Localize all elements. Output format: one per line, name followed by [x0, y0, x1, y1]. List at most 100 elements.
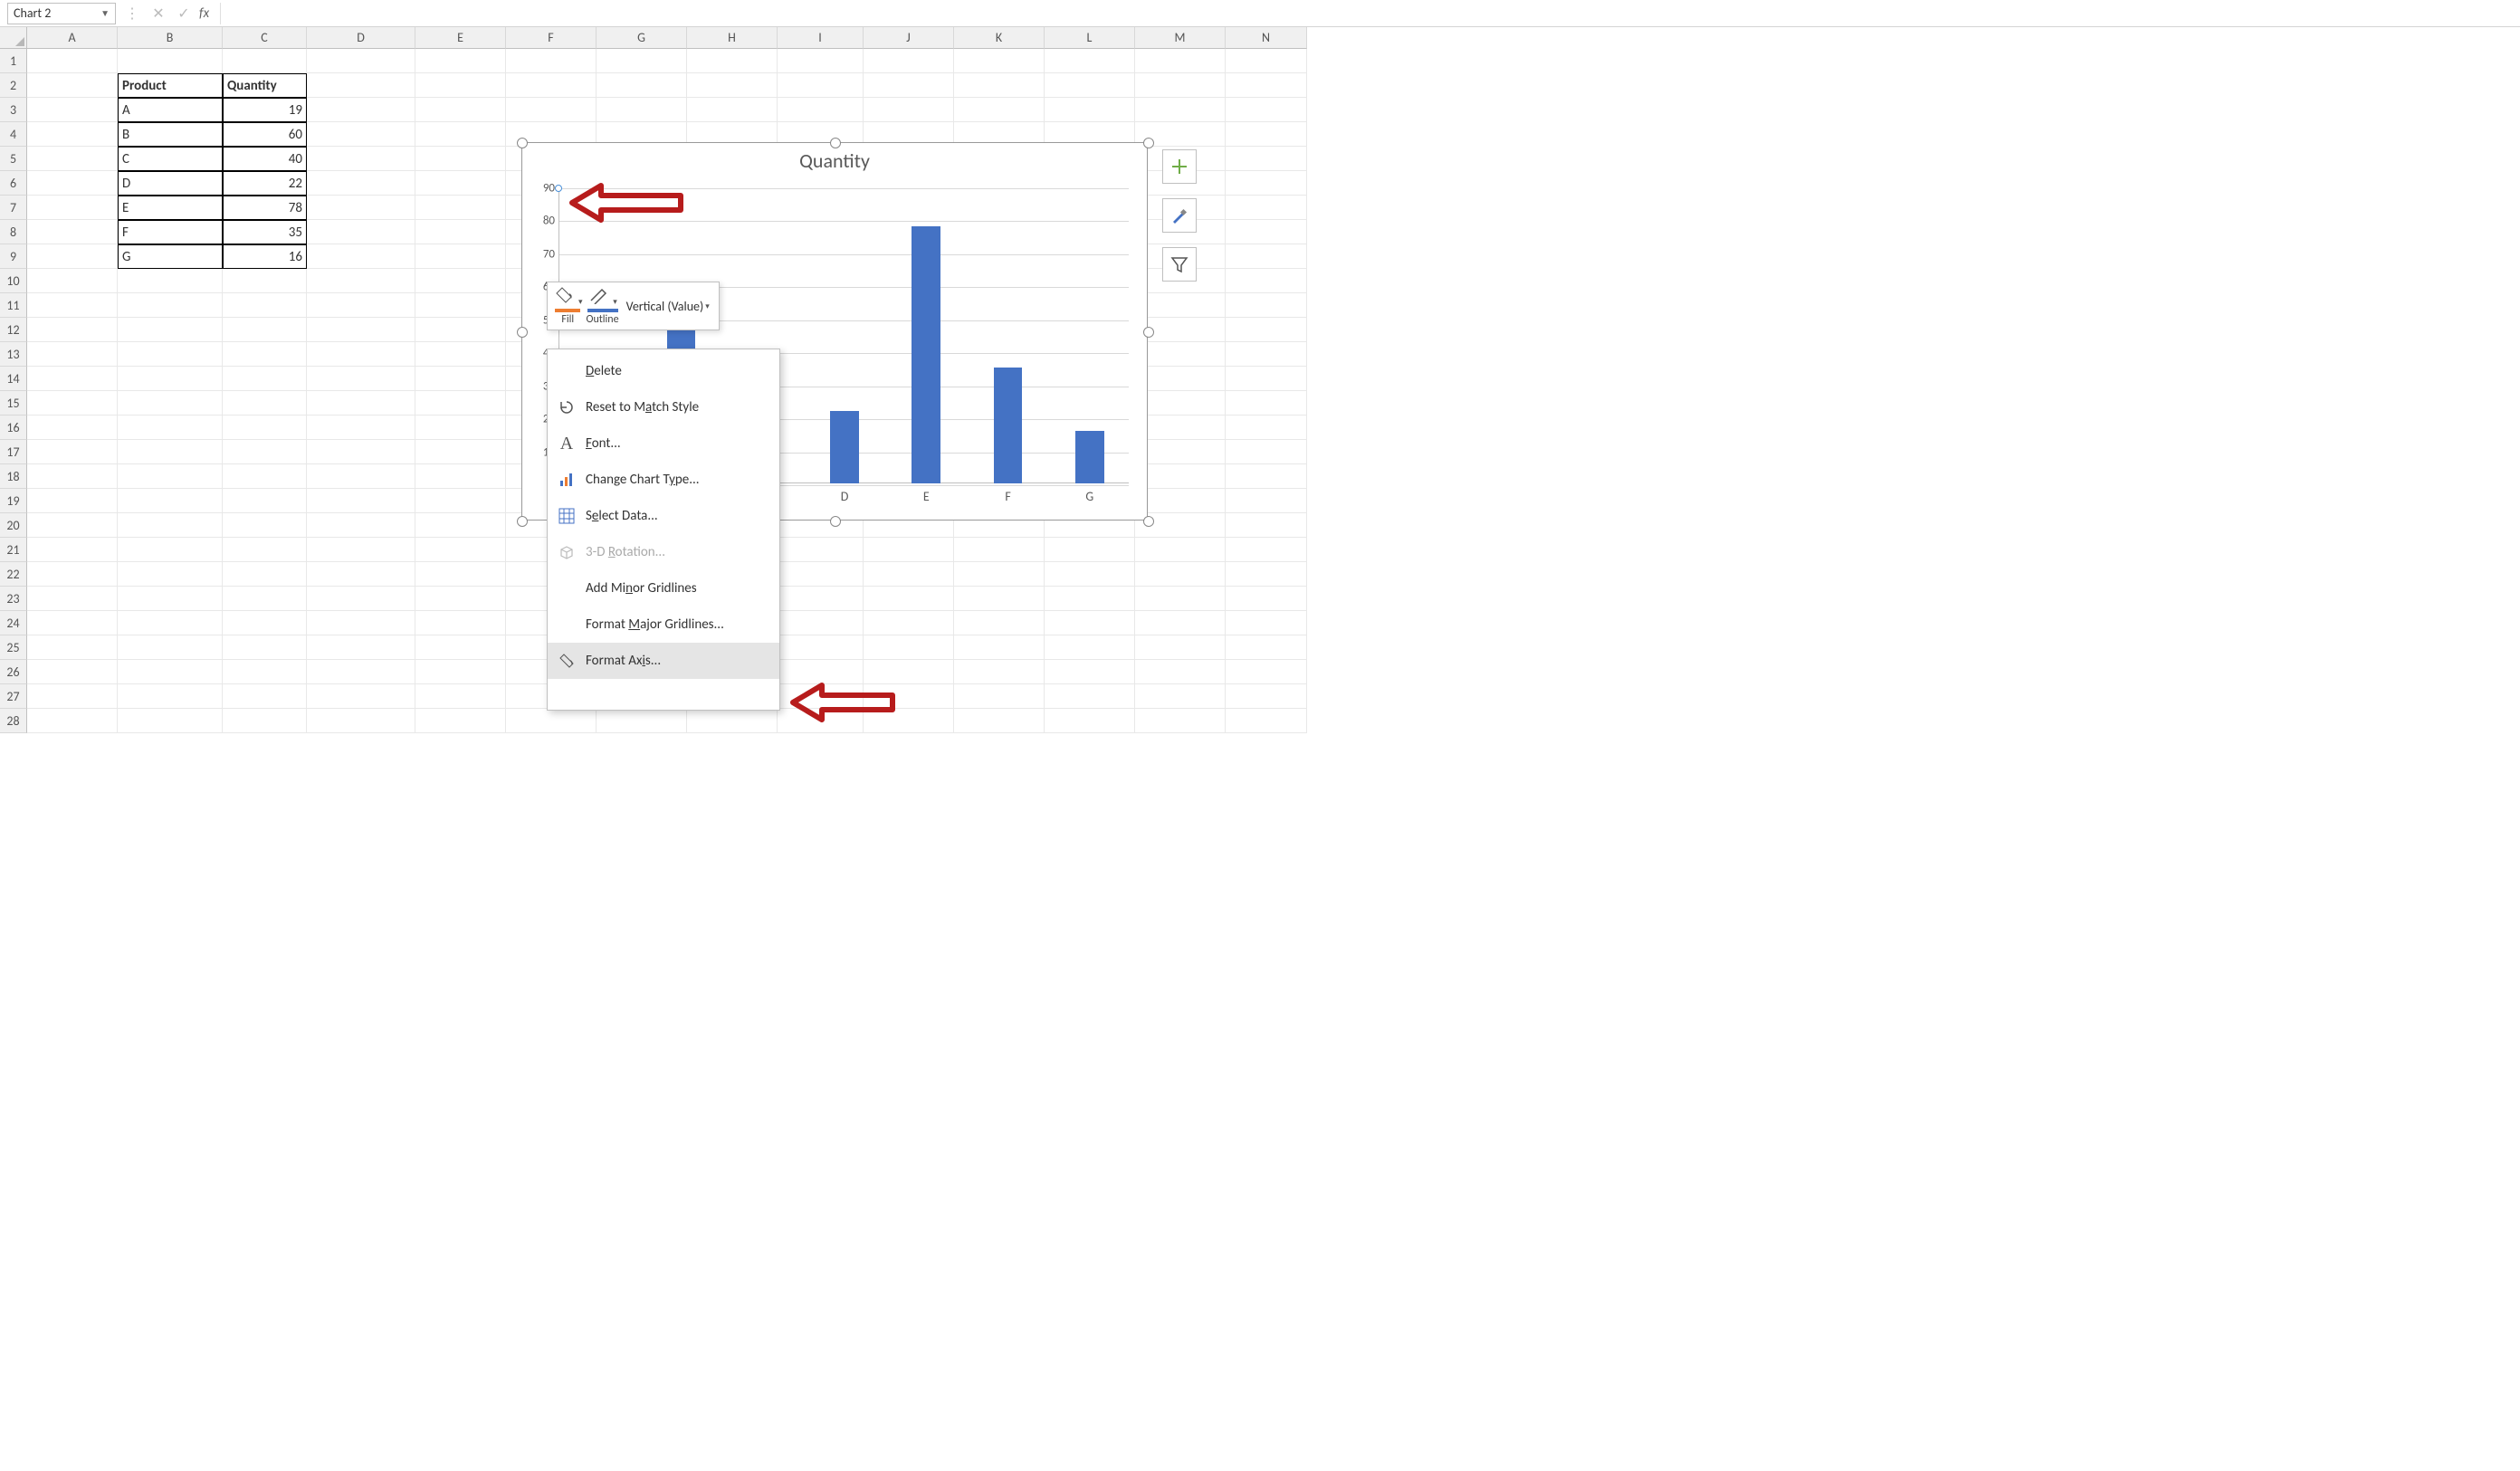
- cell[interactable]: [307, 342, 415, 367]
- row-header[interactable]: 19: [0, 489, 27, 513]
- cell[interactable]: [223, 391, 307, 416]
- cell[interactable]: [1045, 49, 1135, 73]
- cell[interactable]: [415, 196, 506, 220]
- cell[interactable]: [415, 416, 506, 440]
- cell[interactable]: E: [118, 196, 223, 220]
- cell[interactable]: [223, 49, 307, 73]
- column-header[interactable]: F: [506, 27, 597, 49]
- row-header[interactable]: 14: [0, 367, 27, 391]
- cell[interactable]: [954, 611, 1045, 635]
- resize-handle[interactable]: [1143, 327, 1154, 338]
- cell[interactable]: [307, 562, 415, 587]
- cell[interactable]: [118, 269, 223, 293]
- chart-title[interactable]: Quantity: [522, 148, 1147, 173]
- column-header[interactable]: J: [864, 27, 954, 49]
- cell[interactable]: [778, 635, 864, 660]
- cell[interactable]: [1135, 73, 1226, 98]
- cell[interactable]: [1135, 709, 1226, 733]
- row-header[interactable]: 4: [0, 122, 27, 147]
- cell[interactable]: [1226, 587, 1307, 611]
- cell[interactable]: [27, 220, 118, 244]
- cell[interactable]: [118, 611, 223, 635]
- row-header[interactable]: 20: [0, 513, 27, 538]
- cell[interactable]: [1135, 98, 1226, 122]
- cell[interactable]: [1045, 635, 1135, 660]
- cell[interactable]: [27, 269, 118, 293]
- cell[interactable]: [118, 367, 223, 391]
- cell[interactable]: [864, 538, 954, 562]
- cell[interactable]: [118, 440, 223, 464]
- cell[interactable]: [415, 587, 506, 611]
- cell[interactable]: [27, 709, 118, 733]
- cell[interactable]: [1226, 367, 1307, 391]
- row-header[interactable]: 24: [0, 611, 27, 635]
- cell[interactable]: [307, 440, 415, 464]
- cell[interactable]: [1226, 562, 1307, 587]
- cell[interactable]: [1135, 49, 1226, 73]
- cell[interactable]: [307, 367, 415, 391]
- row-header[interactable]: 12: [0, 318, 27, 342]
- cell[interactable]: [1226, 538, 1307, 562]
- name-box-dropdown-icon[interactable]: ▼: [100, 7, 110, 19]
- cell[interactable]: [954, 635, 1045, 660]
- cell[interactable]: [223, 562, 307, 587]
- chart-elements-button[interactable]: [1162, 149, 1197, 184]
- cell[interactable]: 16: [223, 244, 307, 269]
- cell[interactable]: [506, 98, 597, 122]
- cell[interactable]: [27, 73, 118, 98]
- row-header[interactable]: 5: [0, 147, 27, 171]
- cell[interactable]: [415, 98, 506, 122]
- row-header[interactable]: 17: [0, 440, 27, 464]
- row-header[interactable]: 10: [0, 269, 27, 293]
- cell[interactable]: [954, 98, 1045, 122]
- cell[interactable]: [1135, 611, 1226, 635]
- row-header[interactable]: 13: [0, 342, 27, 367]
- cell[interactable]: [118, 538, 223, 562]
- cell[interactable]: [1226, 196, 1307, 220]
- cell[interactable]: A: [118, 98, 223, 122]
- select-all-corner[interactable]: [0, 27, 27, 49]
- cell[interactable]: [778, 49, 864, 73]
- resize-handle[interactable]: [830, 516, 841, 527]
- menu-item-reset-to-match-style[interactable]: Reset to Match Style: [548, 389, 779, 425]
- cell[interactable]: [27, 562, 118, 587]
- cell[interactable]: [687, 709, 778, 733]
- cell[interactable]: [778, 587, 864, 611]
- cell[interactable]: [1135, 464, 1226, 489]
- menu-item-font[interactable]: AFont...: [548, 425, 779, 462]
- cell[interactable]: [307, 513, 415, 538]
- cell[interactable]: [1135, 562, 1226, 587]
- cell[interactable]: [1226, 147, 1307, 171]
- cell[interactable]: [27, 171, 118, 196]
- cell[interactable]: [1226, 684, 1307, 709]
- cell[interactable]: [1045, 611, 1135, 635]
- row-header[interactable]: 21: [0, 538, 27, 562]
- cell[interactable]: G: [118, 244, 223, 269]
- resize-handle[interactable]: [517, 138, 528, 148]
- cell[interactable]: [1226, 342, 1307, 367]
- cell[interactable]: [307, 122, 415, 147]
- cell[interactable]: [778, 611, 864, 635]
- cell[interactable]: [27, 587, 118, 611]
- cell[interactable]: [118, 391, 223, 416]
- cell[interactable]: [415, 684, 506, 709]
- column-header[interactable]: D: [307, 27, 415, 49]
- cell[interactable]: [415, 709, 506, 733]
- cell[interactable]: [864, 73, 954, 98]
- cell[interactable]: [307, 98, 415, 122]
- cell[interactable]: [118, 489, 223, 513]
- column-header[interactable]: M: [1135, 27, 1226, 49]
- cell[interactable]: [118, 49, 223, 73]
- cell[interactable]: [1045, 660, 1135, 684]
- cell[interactable]: [307, 660, 415, 684]
- cell[interactable]: [415, 293, 506, 318]
- cell[interactable]: [223, 611, 307, 635]
- cell[interactable]: [1226, 244, 1307, 269]
- cell[interactable]: [118, 513, 223, 538]
- cell[interactable]: [223, 709, 307, 733]
- cell[interactable]: 60: [223, 122, 307, 147]
- column-header[interactable]: B: [118, 27, 223, 49]
- row-header[interactable]: 6: [0, 171, 27, 196]
- cell[interactable]: [1226, 513, 1307, 538]
- cell[interactable]: [1045, 538, 1135, 562]
